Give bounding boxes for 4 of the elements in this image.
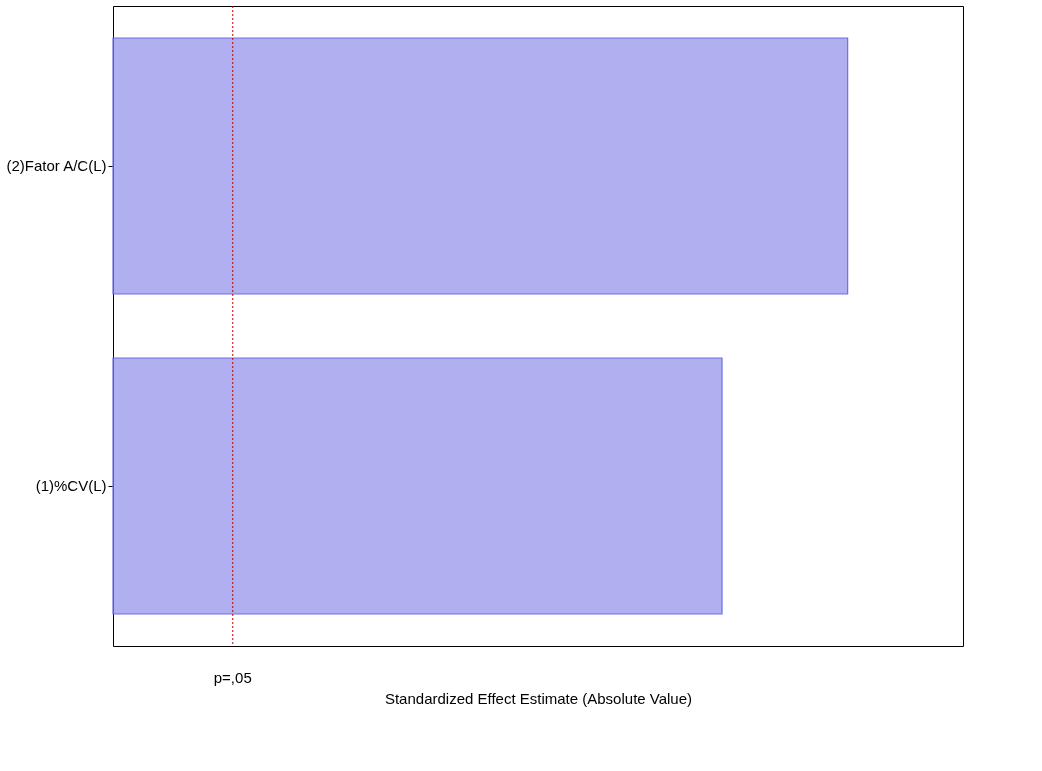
y-tick-label: (2)Fator A/C(L) — [6, 157, 107, 174]
ref-line-label: p=,05 — [213, 669, 252, 686]
x-axis-title: Standardized Effect Estimate (Absolute Value) — [384, 689, 693, 707]
y-tick-label: (1)%CV(L) — [35, 477, 107, 494]
